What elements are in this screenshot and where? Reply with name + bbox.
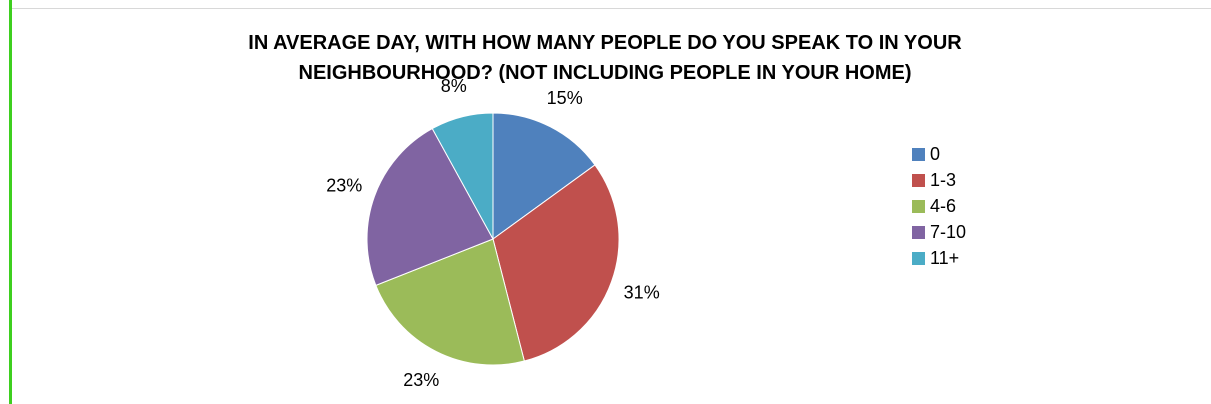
legend-label: 0 — [930, 143, 941, 164]
legend-item-4-6: 4-6 — [912, 193, 966, 219]
legend-item-7-10: 7-10 — [912, 219, 966, 245]
legend-label: 11+ — [930, 247, 960, 268]
left-border — [9, 0, 12, 404]
legend-swatch — [912, 147, 925, 161]
legend-item-1-3: 1-3 — [912, 167, 966, 193]
legend: 0 1-3 4-6 7-10 11+ — [912, 141, 966, 271]
pie-slice-4-6 — [375, 238, 525, 366]
legend-item-11+: 11+ — [912, 245, 966, 271]
data-label-7-10: 23% — [326, 176, 362, 196]
data-label-4-6: 23% — [403, 370, 439, 390]
legend-swatch — [912, 199, 925, 213]
top-divider — [12, 8, 1211, 9]
pie-slice-0 — [492, 112, 596, 240]
legend-swatch — [912, 225, 925, 239]
legend-label: 1-3 — [930, 169, 957, 190]
legend-swatch — [912, 251, 925, 265]
legend-label: 7-10 — [930, 221, 967, 242]
legend-swatch — [912, 173, 925, 187]
pie-slice-7-10 — [366, 127, 494, 287]
data-label-0: 15% — [547, 88, 583, 108]
pie-slice-11+ — [431, 112, 494, 240]
chart-title: IN AVERAGE DAY, WITH HOW MANY PEOPLE DO … — [248, 32, 962, 84]
data-label-11+: 8% — [441, 76, 467, 96]
legend-item-0: 0 — [912, 141, 966, 167]
pie-slice-1-3 — [492, 164, 620, 362]
data-label-1-3: 31% — [624, 283, 660, 303]
legend-label: 4-6 — [930, 195, 957, 216]
